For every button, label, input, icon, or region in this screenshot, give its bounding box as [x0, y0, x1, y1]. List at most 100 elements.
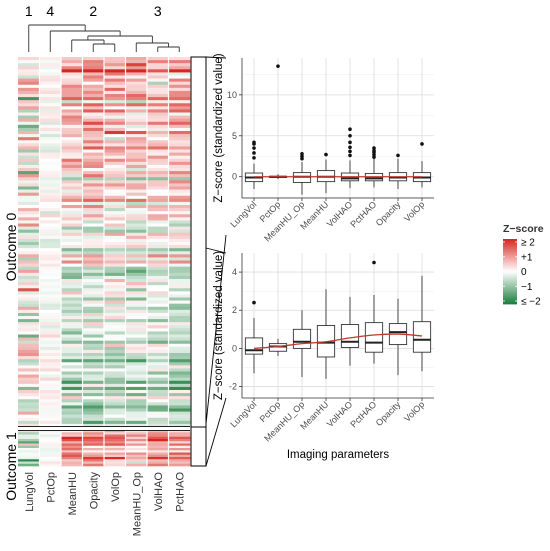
- heatmap-cell: [125, 149, 148, 153]
- heatmap-cell: [168, 183, 191, 187]
- heatmap-cell: [147, 359, 169, 363]
- heatmap-cell: [125, 214, 148, 218]
- heatmap-cell: [82, 94, 105, 98]
- heatmap-cell: [104, 211, 126, 215]
- heatmap-cell: [18, 452, 40, 456]
- heatmap-cell: [125, 164, 148, 169]
- heatmap-cell: [61, 439, 83, 442]
- heatmap-cell: [61, 257, 83, 261]
- heatmap-cell: [125, 340, 148, 345]
- heatmap-cell: [18, 100, 40, 104]
- heatmap-cell: [168, 121, 191, 126]
- heatmap-cell: [82, 405, 105, 409]
- heatmap-cell: [125, 374, 148, 378]
- heatmap-cell: [125, 430, 148, 433]
- heatmap-cell: [147, 393, 169, 397]
- heatmap-cell: [168, 279, 191, 283]
- heatmap-cell: [125, 396, 148, 400]
- heatmap-cell: [104, 106, 126, 110]
- heatmap-cell: [18, 177, 40, 181]
- heatmap-cell: [125, 106, 148, 110]
- heatmap-cell: [125, 448, 148, 451]
- outlier-point: [396, 153, 400, 158]
- heatmap-cell: [61, 106, 83, 110]
- heatmap-cell: [104, 300, 126, 304]
- heatmap-cell: [18, 248, 40, 252]
- heatmap-cell: [104, 171, 126, 175]
- heatmap-cell: [61, 325, 83, 329]
- heatmap-cell: [18, 121, 40, 126]
- heatmap-cell: [168, 81, 191, 86]
- heatmap-cell: [168, 242, 191, 246]
- heatmap-cell: [61, 121, 83, 126]
- heatmap-cell: [147, 245, 169, 249]
- heatmap-cell: [61, 66, 83, 70]
- heatmap-cell: [104, 328, 126, 332]
- heatmap-cell: [82, 343, 105, 348]
- heatmap-cell: [18, 402, 40, 406]
- heatmap-cell: [168, 229, 191, 234]
- heatmap-cell: [61, 405, 83, 409]
- heatmap-cell: [39, 223, 62, 227]
- heatmap-cell: [18, 254, 40, 258]
- heatmap-cell: [168, 235, 191, 240]
- heatmap-cell: [168, 155, 191, 160]
- heatmap-cell: [168, 316, 191, 320]
- heatmap-cell: [125, 434, 148, 438]
- heatmap-cell: [82, 420, 105, 425]
- panel-connectors: [190, 56, 227, 467]
- heatmap-cell: [168, 186, 191, 190]
- legend-color-step: [503, 292, 517, 295]
- heatmap-cell: [168, 294, 191, 298]
- heatmap-cell: [82, 229, 105, 234]
- heatmap-cell: [147, 343, 169, 348]
- legend-color-step: [503, 253, 517, 256]
- heatmap-cell: [147, 57, 169, 61]
- legend-color-step: [503, 282, 517, 285]
- heatmap-cell: [82, 168, 105, 172]
- heatmap-cell: [18, 334, 40, 338]
- heatmap-cell: [18, 155, 40, 160]
- heatmap-cell: [39, 121, 62, 126]
- heatmap-cell: [61, 127, 83, 132]
- heatmap-cell: [168, 266, 191, 271]
- heatmap-cell: [168, 328, 191, 332]
- heatmap-cell: [147, 103, 169, 107]
- heatmap-cell: [61, 205, 83, 209]
- heatmap-cell: [125, 365, 148, 369]
- heatmap-cell: [125, 457, 148, 460]
- heatmap-cell: [147, 115, 169, 119]
- heatmap-cell: [104, 134, 126, 138]
- heatmap-cell: [104, 220, 126, 224]
- heatmap-cell: [168, 94, 191, 98]
- heatmap-cell: [104, 254, 126, 258]
- heatmap-cell: [104, 445, 126, 449]
- heatmap-cell: [18, 251, 40, 255]
- heatmap-cell: [125, 322, 148, 326]
- legend-color-step: [503, 255, 517, 258]
- heatmap-cell: [82, 316, 105, 320]
- heatmap-cell: [104, 94, 126, 98]
- heatmap-cell: [39, 161, 62, 166]
- heatmap-cell: [147, 254, 169, 258]
- legend-color-step: [503, 261, 517, 264]
- heatmap-cell: [147, 195, 169, 200]
- heatmap-cell: [168, 399, 191, 403]
- heatmap-cell: [125, 223, 148, 227]
- outlier-point: [348, 153, 352, 158]
- outlier-point: [324, 152, 328, 157]
- heatmap-cell: [61, 322, 83, 326]
- heatmap-cell: [168, 164, 191, 169]
- heatmap-cell: [39, 220, 62, 224]
- legend-color-step: [503, 260, 517, 263]
- heatmap-cell: [168, 414, 191, 419]
- heatmap-cell: [61, 448, 83, 451]
- heatmap-cell: [125, 63, 148, 67]
- heatmap-cell: [168, 346, 191, 351]
- heatmap-cell: [82, 337, 105, 341]
- heatmap-cell: [18, 257, 40, 261]
- heatmap-cell: [61, 229, 83, 234]
- heatmap-cell: [104, 430, 126, 433]
- heatmap-cell: [61, 353, 83, 357]
- heatmap-cell: [18, 201, 40, 206]
